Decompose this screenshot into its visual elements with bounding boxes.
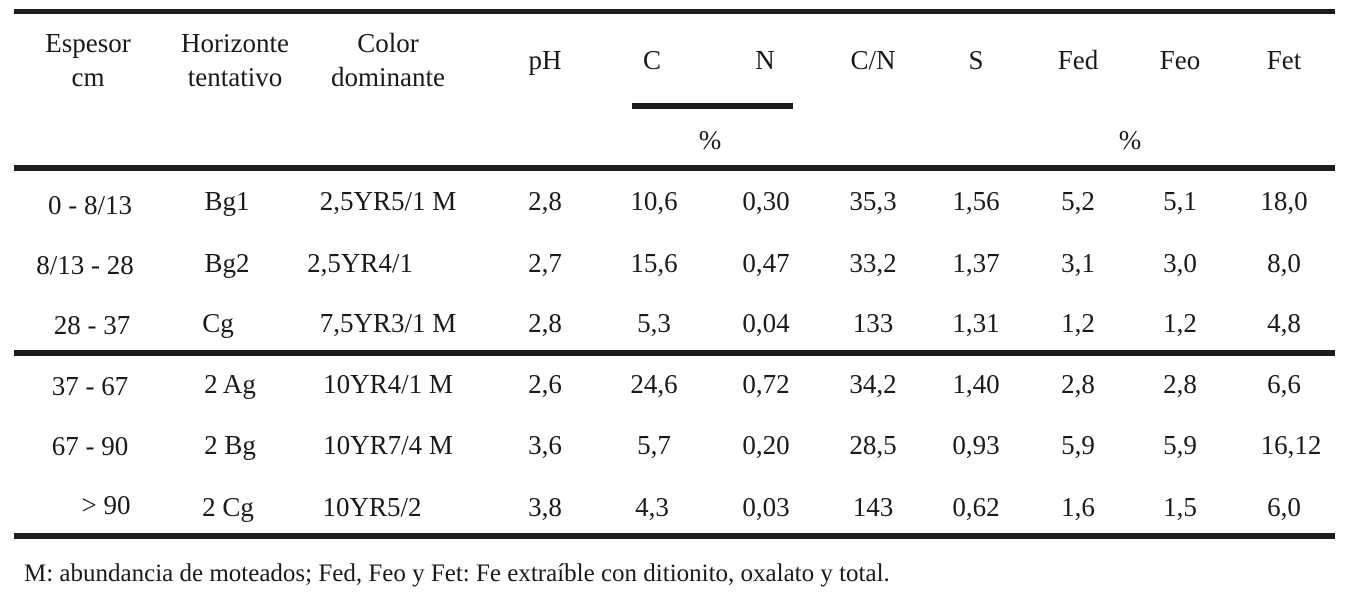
header-color-line1: Color — [357, 28, 419, 58]
header-espesor-label: Espesor — [45, 28, 131, 58]
header-horizonte: Horizonte tentativo — [181, 26, 289, 94]
cell-espesor: 67 - 90 — [51, 431, 129, 461]
c-n-underline — [632, 103, 793, 109]
header-c: C — [642, 45, 662, 75]
cell-espesor: > 90 — [81, 490, 131, 520]
cell-cn: 35,3 — [849, 186, 897, 216]
cell-n: 0,20 — [742, 430, 790, 460]
cell-color: 2,5YR5/1 M — [319, 186, 457, 216]
cell-s: 1,31 — [952, 308, 1000, 338]
cell-feo: 1,2 — [1163, 308, 1197, 338]
header-s: S — [968, 45, 984, 75]
cell-fed: 3,1 — [1061, 248, 1095, 278]
header-feo: Feo — [1159, 45, 1201, 75]
cell-c: 5,7 — [637, 430, 671, 460]
cell-cn: 133 — [852, 308, 894, 338]
cell-feo: 3,0 — [1163, 248, 1197, 278]
cell-fet: 18,0 — [1260, 186, 1308, 216]
cell-color: 10YR4/1 M — [323, 369, 453, 399]
cell-horizonte: 2 Ag — [204, 369, 256, 399]
cell-cn: 28,5 — [849, 430, 897, 460]
cell-fed: 5,9 — [1061, 430, 1095, 460]
cell-c: 24,6 — [630, 369, 678, 399]
cell-horizonte: 2 Bg — [204, 430, 256, 460]
cell-n: 0,04 — [742, 308, 790, 338]
cell-fet: 8,0 — [1267, 248, 1301, 278]
cell-feo: 2,8 — [1163, 369, 1197, 399]
header-espesor-unit: cm — [71, 62, 105, 92]
header-n: N — [755, 45, 775, 75]
cell-horizonte: 2 Cg — [202, 492, 254, 522]
cell-cn: 143 — [852, 492, 894, 522]
header-cn: C/N — [850, 45, 896, 75]
cell-n: 0,03 — [742, 492, 790, 522]
cell-color: 7,5YR3/1 M — [319, 308, 457, 338]
cell-horizonte: Bg1 — [204, 186, 250, 216]
cell-feo: 5,1 — [1163, 186, 1197, 216]
cell-s: 1,56 — [952, 186, 1000, 216]
header-color: Color dominante — [331, 26, 445, 94]
cell-n: 0,47 — [742, 248, 790, 278]
cell-espesor: 28 - 37 — [53, 310, 131, 340]
header-color-line2: dominante — [331, 62, 445, 92]
cell-cn: 34,2 — [849, 369, 897, 399]
header-horizonte-line1: Horizonte — [181, 28, 289, 58]
cell-fet: 4,8 — [1267, 308, 1301, 338]
header-fet: Fet — [1266, 45, 1302, 75]
cell-c: 15,6 — [630, 248, 678, 278]
cell-espesor: 37 - 67 — [51, 371, 129, 401]
cell-fed: 1,6 — [1061, 492, 1095, 522]
cell-ph: 3,6 — [528, 430, 562, 460]
cell-n: 0,72 — [742, 369, 790, 399]
table-footnote: M: abundancia de moteados; Fed, Feo y Fe… — [24, 560, 890, 587]
cell-espesor: 0 - 8/13 — [48, 190, 132, 220]
cell-s: 0,62 — [952, 492, 1000, 522]
cell-fed: 1,2 — [1061, 308, 1095, 338]
header-fed: Fed — [1057, 45, 1099, 75]
cell-s: 1,40 — [952, 369, 1000, 399]
bottom-rule — [14, 533, 1335, 539]
cell-horizonte: Bg2 — [204, 248, 250, 278]
cell-s: 1,37 — [952, 248, 1000, 278]
cell-color: 10YR7/4 M — [323, 430, 453, 460]
top-rule — [14, 9, 1335, 14]
cell-feo: 1,5 — [1163, 492, 1197, 522]
cell-c: 10,6 — [630, 186, 678, 216]
cell-ph: 2,7 — [528, 248, 562, 278]
header-horizonte-line2: tentativo — [187, 62, 283, 92]
header-percent-cn: % — [698, 125, 722, 155]
group-divider-rule — [14, 350, 1335, 356]
cell-fet: 6,0 — [1267, 492, 1301, 522]
cell-color: 10YR5/2 — [322, 492, 422, 522]
cell-horizonte: Cg — [202, 308, 234, 338]
cell-ph: 2,6 — [528, 369, 562, 399]
header-ph: pH — [528, 45, 562, 75]
cell-c: 4,3 — [635, 492, 669, 522]
cell-c: 5,3 — [637, 308, 671, 338]
cell-color: 2,5YR4/1 — [307, 248, 413, 278]
header-espesor: Espesor cm — [45, 26, 130, 94]
cell-espesor: 8/13 - 28 — [36, 250, 134, 280]
cell-fet: 6,6 — [1267, 369, 1301, 399]
header-bottom-rule — [14, 165, 1335, 171]
cell-cn: 33,2 — [849, 248, 897, 278]
cell-fed: 2,8 — [1061, 369, 1095, 399]
cell-feo: 5,9 — [1163, 430, 1197, 460]
cell-n: 0,30 — [742, 186, 790, 216]
cell-ph: 2,8 — [528, 186, 562, 216]
cell-fed: 5,2 — [1061, 186, 1095, 216]
cell-fet: 16,12 — [1260, 430, 1322, 460]
cell-ph: 2,8 — [528, 308, 562, 338]
cell-ph: 3,8 — [528, 492, 562, 522]
header-percent-fe: % — [1118, 125, 1142, 155]
cell-s: 0,93 — [952, 430, 1000, 460]
